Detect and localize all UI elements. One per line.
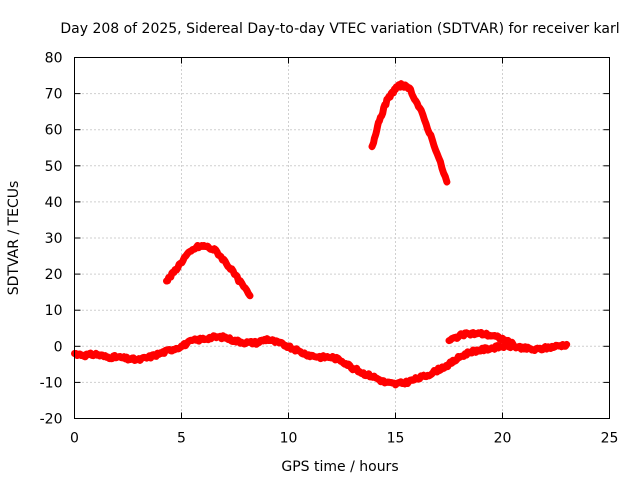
tick-layer: -20 -10 0 10 20 30 40 50 60 70 80 0 5 10 15 20 25	[40, 51, 619, 447]
x-tick-label: 0	[70, 431, 79, 447]
series-baseline-texture	[73, 332, 569, 385]
series-arc-1-texture-lower	[165, 246, 252, 300]
series-baseline-texture-lower	[73, 336, 569, 389]
chart-title: Day 208 of 2025, Sidereal Day-to-day VTE…	[60, 21, 619, 37]
y-axis-label: SDTVAR / TECUs	[6, 181, 22, 296]
y-tick-label: 20	[45, 267, 63, 283]
series-arc-3-texture-lower	[447, 333, 515, 348]
y-tick-label: 40	[45, 195, 63, 211]
x-axis-label: GPS time / hours	[281, 459, 398, 475]
series-arc-3-texture	[447, 329, 515, 344]
y-tick-label: 60	[45, 123, 63, 139]
y-tick-label: -20	[40, 412, 63, 428]
series-arc-2-texture	[370, 80, 449, 182]
y-tick-label: 10	[45, 303, 63, 319]
series-arc-2-texture-lower	[370, 84, 449, 186]
x-tick-label: 25	[601, 431, 619, 447]
grid	[74, 57, 610, 419]
x-tick-label: 5	[177, 431, 186, 447]
x-tick-label: 20	[494, 431, 512, 447]
y-tick-label: 70	[45, 87, 63, 103]
y-tick-label: 80	[45, 51, 63, 67]
series-arc-1-texture	[165, 242, 252, 296]
series-layer	[71, 80, 571, 389]
y-tick-label: -10	[40, 375, 63, 391]
x-tick-label: 10	[280, 431, 298, 447]
series-arc-2	[368, 80, 451, 186]
y-tick-label: 30	[45, 231, 63, 247]
y-tick-label: 0	[54, 339, 63, 355]
x-tick-label: 15	[387, 431, 405, 447]
y-tick-label: 50	[45, 159, 63, 175]
